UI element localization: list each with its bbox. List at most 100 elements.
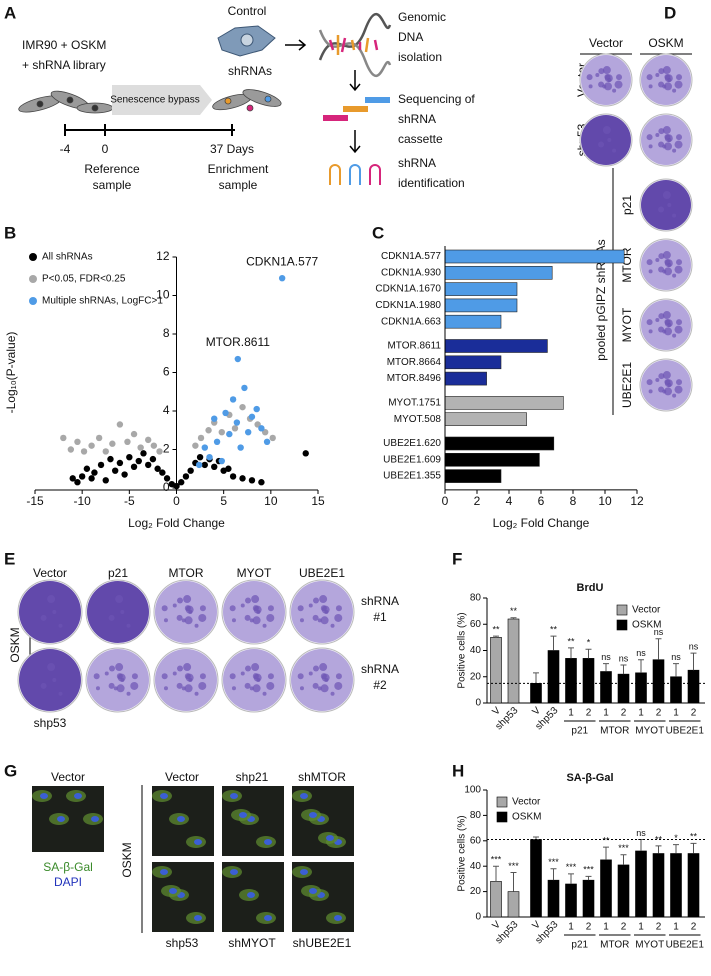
timeline-label: 37 Days [210, 142, 254, 156]
group-label: MTOR [600, 940, 629, 951]
plate-colony [198, 681, 207, 690]
plate-colony [664, 258, 671, 265]
bar [444, 469, 502, 483]
column-label: Vector [589, 36, 623, 50]
plate-colony [184, 605, 191, 612]
nucleus [326, 835, 334, 841]
plate-colony [663, 327, 672, 336]
plate-colony [658, 253, 665, 260]
point [156, 448, 163, 455]
point [182, 473, 190, 480]
nucleus [194, 915, 202, 921]
point [248, 413, 256, 420]
plate-colony [40, 682, 47, 689]
plate-colony [662, 311, 671, 320]
plate-colony [646, 319, 653, 326]
plate-colony [297, 673, 304, 680]
x-tick-label: -5 [124, 494, 135, 508]
significance: ns [636, 828, 646, 838]
significance: ns [689, 642, 699, 652]
significance: ns [636, 648, 646, 658]
y-tick-label: 0 [475, 698, 481, 709]
point [187, 467, 194, 474]
bar [582, 879, 595, 918]
nucleus [40, 793, 48, 799]
point [233, 419, 241, 426]
chart-title: BrdU [577, 582, 604, 594]
error-bar [620, 854, 627, 865]
plate-colony [334, 681, 343, 690]
plate-colony [183, 595, 192, 604]
annotation: MTOR.8611 [206, 335, 271, 349]
image-title: Vector [51, 770, 85, 784]
legend-swatch [496, 796, 508, 808]
category-label: CDKN1A.930 [381, 267, 441, 278]
plate-colony [108, 682, 115, 689]
point [248, 477, 256, 484]
plate-colony [177, 597, 184, 604]
panel-letter: E [4, 549, 15, 568]
bar [635, 672, 647, 704]
bar [617, 673, 630, 704]
plate-colony [586, 74, 593, 81]
plate-colony [662, 126, 671, 135]
plate-colony [184, 616, 193, 625]
plate-colony [308, 671, 313, 676]
step-text: identification [398, 176, 465, 190]
bar [600, 859, 612, 918]
nucleus [160, 869, 168, 875]
plate-colony [646, 134, 653, 141]
pool-label: pooled pGIPZ shRNAs [594, 239, 608, 360]
plate-colony [674, 80, 683, 89]
point [88, 442, 95, 449]
plate-colony [52, 610, 57, 614]
bar [444, 452, 540, 467]
arrow [285, 39, 307, 51]
point [218, 428, 225, 436]
y-tick-label: 60 [470, 835, 482, 846]
significance: ns [654, 627, 664, 637]
legend-label: Vector [512, 797, 541, 808]
category-label: UBE2E1.609 [383, 454, 441, 465]
significance: ** [602, 836, 610, 846]
plate-colony [176, 614, 183, 621]
plate-colony [672, 88, 677, 93]
legend-label: All shRNAs [42, 252, 93, 263]
plate-colony [126, 623, 131, 628]
y-tick-label: 0 [475, 912, 481, 923]
error-bar [550, 868, 557, 881]
bar [600, 671, 612, 704]
point [97, 461, 105, 469]
plate-colony [198, 613, 207, 622]
row-label: #2 [373, 678, 387, 692]
point [178, 479, 185, 486]
plate-colony [602, 126, 611, 135]
plate-colony [648, 389, 653, 394]
point [67, 446, 75, 453]
error-bar [655, 845, 662, 854]
plate-colony [646, 259, 653, 266]
plate-colony [313, 665, 320, 672]
error-bar [690, 842, 697, 854]
y-tick-label: 6 [163, 365, 170, 379]
control-label: Control [228, 4, 267, 18]
row-label: p21 [620, 195, 634, 215]
plate-colony [334, 613, 343, 622]
plate-colony [674, 325, 683, 334]
plate-colony [598, 68, 605, 75]
row-group-label: OSKM [120, 842, 134, 877]
image-title: shUBE2E1 [293, 936, 352, 950]
plate-colony [262, 691, 267, 696]
plate-colony [131, 673, 138, 680]
plate-colony [108, 614, 115, 621]
y-tick-label: 20 [470, 886, 482, 897]
nucleus [57, 816, 65, 822]
infected-cells [212, 89, 282, 112]
plate-colony [252, 605, 259, 612]
plate-colony [672, 213, 677, 218]
y-tick-label: 10 [156, 288, 170, 302]
error-bar [493, 635, 499, 638]
point [163, 475, 171, 482]
point [130, 463, 138, 471]
point [145, 461, 152, 469]
